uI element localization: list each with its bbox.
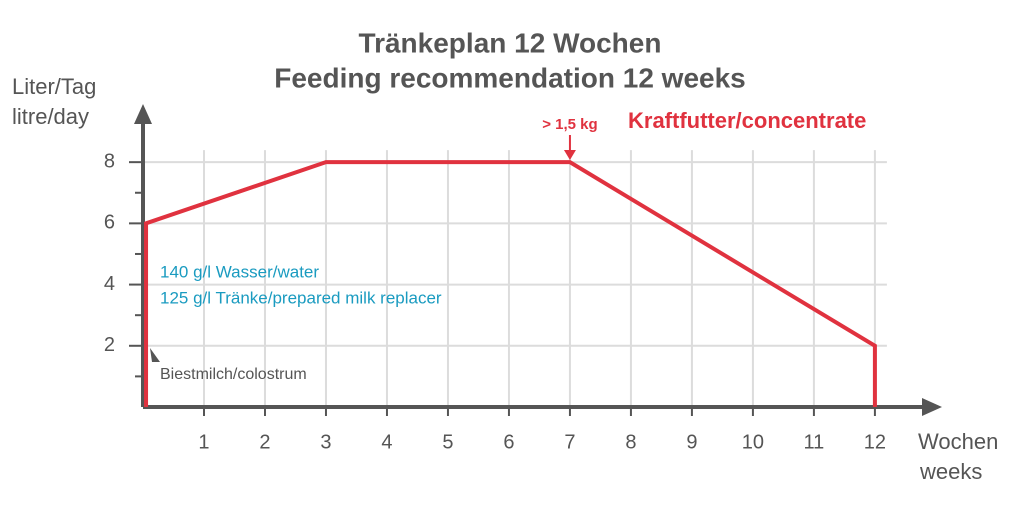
chart-subtitle: Feeding recommendation 12 weeks [274, 62, 746, 93]
x-tick-label: 10 [742, 431, 764, 453]
annotation: 140 g/l Wasser/water [160, 262, 319, 281]
annotation: > 1,5 kg [542, 116, 597, 133]
y-tick-label: 2 [104, 334, 115, 356]
x-tick-label: 3 [320, 431, 331, 453]
x-tick-label: 2 [259, 431, 270, 453]
annotation: Biestmilch/colostrum [160, 366, 307, 383]
y-tick-label: 8 [104, 150, 115, 172]
chart-title: Tränkeplan 12 Wochen [359, 27, 662, 58]
data-line [144, 160, 877, 407]
y-tick-label: 6 [104, 212, 115, 234]
annotation: 125 g/l Tränke/prepared milk replacer [160, 288, 442, 307]
y-axis-arrow [134, 104, 152, 124]
y-tick-label: 4 [104, 273, 115, 295]
x-tick-label: 11 [804, 431, 825, 453]
annotation-arrowhead [150, 348, 160, 362]
x-tick-label: 12 [864, 431, 886, 453]
x-tick-label: 8 [625, 431, 636, 453]
x-axis-arrow [922, 398, 942, 416]
annotation: Kraftfutter/concentrate [628, 108, 866, 133]
x-tick-label: 4 [381, 431, 392, 453]
x-tick-label: 9 [686, 431, 697, 453]
x-axis-label: Wochen [918, 429, 998, 454]
x-tick-label: 7 [564, 431, 575, 453]
x-tick-label: 6 [503, 431, 514, 453]
annotation-arrowhead [563, 150, 576, 160]
x-tick-label: 1 [198, 431, 209, 453]
y-axis-label: litre/day [12, 104, 89, 129]
x-axis-label: weeks [919, 459, 982, 484]
y-axis-label: Liter/Tag [12, 74, 96, 99]
x-tick-label: 5 [442, 431, 453, 453]
